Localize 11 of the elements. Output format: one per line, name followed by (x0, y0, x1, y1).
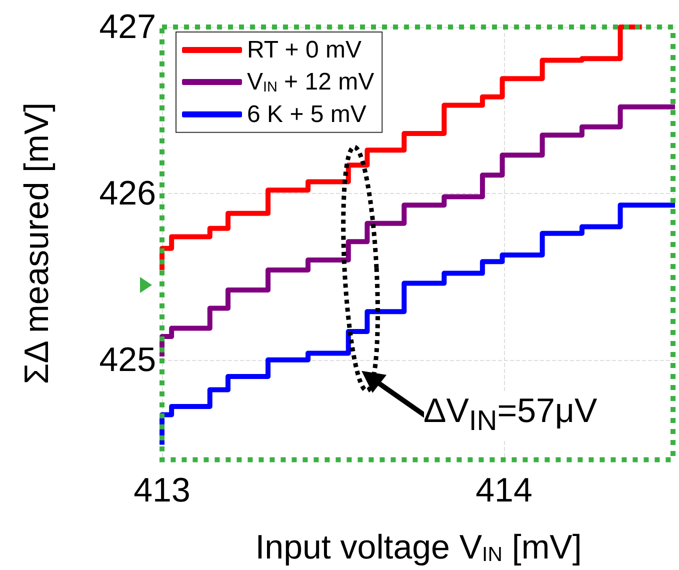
y-tick-label: 425 (99, 340, 156, 379)
y-tick-label: 426 (99, 174, 156, 212)
legend-label: VIN + 12 mV (247, 68, 374, 96)
y-axis-title: ΣΔ measured [mV] (18, 102, 56, 384)
legend-label: 6 K + 5 mV (247, 100, 366, 128)
x-axis-title: Input voltage VIN [mV] (255, 528, 582, 566)
x-tick-label: 413 (134, 472, 190, 510)
x-tick-label: 414 (476, 472, 532, 510)
legend-label: RT + 0 mV (247, 36, 362, 64)
y-tick-label: 427 (99, 8, 156, 46)
annotation: ΔV$_{IN}$=57μV (424, 390, 598, 441)
